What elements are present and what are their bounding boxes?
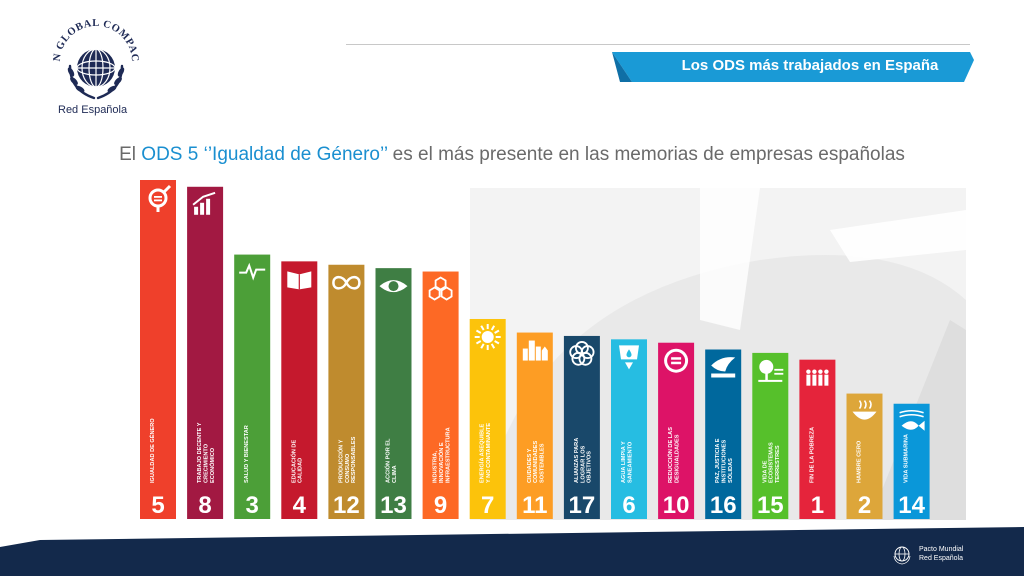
bar-number: 17 bbox=[569, 492, 596, 519]
sdg-bar-12: PRODUCCIÓN YCONSUMORESPONSABLES 12 bbox=[328, 264, 365, 519]
book-icon bbox=[287, 271, 312, 290]
bar-number: 14 bbox=[898, 492, 925, 519]
bar-number: 6 bbox=[622, 492, 635, 519]
un-global-compact-logo: UN GLOBAL COMPACT bbox=[48, 10, 144, 120]
bar-rect bbox=[563, 335, 600, 519]
fish-icon bbox=[899, 409, 925, 431]
banner-title: Los ODS más trabajados en España bbox=[681, 57, 939, 74]
headline-post: es el más presente en las memorias de em… bbox=[387, 144, 905, 165]
headline: El ODS 5 ‘’Igualdad de Género’’ es el má… bbox=[0, 144, 1024, 166]
sdg-bar-6: AGUA LIMPIA YSANEAMIENTO 6 bbox=[611, 339, 647, 519]
bar-label: IGUALDAD DE GÉNERO bbox=[148, 418, 156, 483]
bar-label: REDUCCIÓN DE LASDESIGUALDADES bbox=[666, 427, 680, 483]
headline-pre: El bbox=[119, 144, 142, 165]
bar-number: 12 bbox=[333, 492, 360, 519]
bar-number: 16 bbox=[710, 492, 737, 519]
bar-rect bbox=[281, 261, 318, 519]
sdg-bar-2: HAMBRE CERO 2 bbox=[846, 393, 883, 519]
water-drop-icon bbox=[619, 345, 639, 370]
equals-icon bbox=[664, 348, 689, 373]
bar-rect bbox=[328, 264, 365, 519]
bar-label: ENERGÍA ASEQUIBLEY NO CONTAMINANTE bbox=[478, 423, 492, 483]
sdg-bar-16: PAZ, JUSTICIA EINSTITUCIONESSÓLIDAS 16 bbox=[705, 349, 742, 519]
bar-label: PAZ, JUSTICIA EINSTITUCIONESSÓLIDAS bbox=[715, 438, 734, 483]
sdg-bar-14: VIDA SUBMARINA 14 bbox=[893, 403, 930, 519]
footer-globe-icon bbox=[893, 546, 911, 565]
city-icon bbox=[522, 340, 548, 361]
bar-rect bbox=[422, 271, 459, 519]
bar-label: PRODUCCIÓN YCONSUMORESPONSABLES bbox=[336, 436, 357, 483]
sdg-bar-8: TRABAJO DECENTE YCRECIMIENTOECONÓMICO 8 bbox=[187, 186, 224, 519]
bar-label: HAMBRE CERO bbox=[857, 440, 863, 483]
bar-number: 3 bbox=[246, 492, 259, 519]
globe-logo-icon: UN GLOBAL COMPACT bbox=[48, 10, 140, 100]
bar-label: AGUA LIMPIA YSANEAMIENTO bbox=[621, 441, 633, 483]
bar-label: VIDA SUBMARINA bbox=[904, 434, 910, 483]
gender-equality-icon bbox=[148, 184, 172, 212]
bar-rect bbox=[140, 180, 176, 519]
banner-shape bbox=[612, 52, 974, 82]
sdg-bar-1: FIN DE LA POBREZA 1 bbox=[799, 359, 836, 519]
bar-label: SALUD Y BIENESTAR bbox=[244, 425, 250, 483]
bar-rect bbox=[234, 254, 271, 519]
growth-chart-icon bbox=[192, 191, 216, 215]
sdg-bar-4: EDUCACIÓN DECALIDAD 4 bbox=[281, 261, 318, 519]
bar-label: FIN DE LA POBREZA bbox=[809, 427, 815, 483]
sdg-bar-3: SALUD Y BIENESTAR 3 bbox=[234, 254, 271, 519]
cubes-icon bbox=[428, 276, 453, 301]
bar-rect bbox=[705, 349, 742, 519]
bar-rect bbox=[799, 359, 836, 519]
sdg-bar-11: CIUDADES YCOMUNIDADESSOSTENIBLES 11 bbox=[516, 332, 553, 519]
sdg-bar-7: ENERGÍA ASEQUIBLEY NO CONTAMINANTE 7 bbox=[469, 318, 506, 519]
sdg-bar-17: ALIANZAS PARALOGRAR LOSOBJETIVOS 17 bbox=[563, 335, 600, 519]
footer-line-2: Red Española bbox=[919, 555, 963, 562]
bar-label: CIUDADES YCOMUNIDADESSOSTENIBLES bbox=[527, 440, 546, 483]
eye-globe-icon bbox=[379, 280, 408, 293]
headline-highlight: ODS 5 ‘’Igualdad de Género’’ bbox=[141, 144, 388, 165]
bar-label: INDUSTRIA,INNOVACIÓN EINFRAESTRUCTURA bbox=[433, 427, 452, 483]
tree-icon bbox=[758, 359, 784, 382]
footer-line-1: Pacto Mundial bbox=[919, 546, 964, 553]
sdg-bar-5: IGUALDAD DE GÉNERO 5 bbox=[140, 180, 176, 519]
bar-number: 9 bbox=[434, 492, 447, 519]
sun-icon bbox=[474, 323, 501, 350]
header-divider bbox=[346, 44, 970, 45]
bar-number: 4 bbox=[293, 492, 307, 519]
bar-number: 13 bbox=[380, 492, 407, 519]
footer-text: Pacto Mundial Red Española bbox=[919, 545, 963, 563]
bar-label: VIDA DEECOSISTEMASTERRESTRES bbox=[762, 442, 781, 483]
bar-label: ALIANZAS PARALOGRAR LOSOBJETIVOS bbox=[574, 438, 593, 483]
dove-icon bbox=[711, 357, 736, 378]
bar-number: 15 bbox=[757, 492, 784, 519]
bar-label: EDUCACIÓN DECALIDAD bbox=[289, 440, 303, 483]
bar-number: 11 bbox=[522, 492, 547, 519]
rings-icon bbox=[569, 341, 595, 366]
bar-rect bbox=[375, 268, 412, 519]
bowl-icon bbox=[852, 400, 877, 420]
bar-rect bbox=[469, 318, 506, 519]
bar-rect bbox=[187, 186, 224, 519]
logo-subtitle: Red Española bbox=[58, 104, 128, 116]
bar-number: 8 bbox=[198, 492, 211, 519]
sdg-bar-15: VIDA DEECOSISTEMASTERRESTRES 15 bbox=[752, 352, 789, 519]
bar-number: 1 bbox=[811, 492, 824, 519]
bar-label: ACCIÓN POR ELCLIMA bbox=[384, 438, 398, 483]
infinity-icon bbox=[332, 275, 361, 290]
sdg-bar-9: INDUSTRIA,INNOVACIÓN EINFRAESTRUCTURA 9 bbox=[422, 271, 459, 519]
sdg-bar-10: REDUCCIÓN DE LASDESIGUALDADES 10 bbox=[658, 342, 695, 519]
bar-label: TRABAJO DECENTE YCRECIMIENTOECONÓMICO bbox=[197, 422, 216, 483]
bar-number: 5 bbox=[151, 492, 164, 519]
people-icon bbox=[806, 369, 829, 386]
bar-rect bbox=[516, 332, 553, 519]
bars-layer: IGUALDAD DE GÉNERO 5 TRABAJO DECENTE YCREC… bbox=[140, 180, 930, 519]
bar-number: 10 bbox=[663, 492, 690, 519]
heartbeat-icon bbox=[239, 262, 266, 281]
section-banner: Los ODS más trabajados en España bbox=[612, 52, 974, 82]
sdg-bar-13: ACCIÓN POR ELCLIMA 13 bbox=[375, 268, 412, 519]
bar-number: 2 bbox=[858, 492, 871, 519]
bar-number: 7 bbox=[481, 492, 494, 519]
